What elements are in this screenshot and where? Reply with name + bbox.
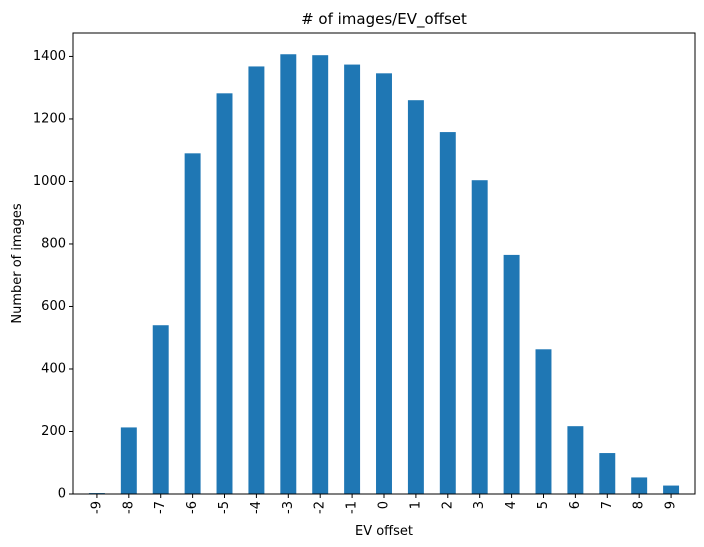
plot-frame <box>72 32 696 495</box>
bar--5 <box>216 93 233 494</box>
x-tick-label: -3 <box>281 501 296 514</box>
y-tick-label: 0 <box>58 487 66 502</box>
x-tick-label: -1 <box>345 501 360 514</box>
x-tick-label: 7 <box>600 501 615 509</box>
x-axis-ticks: -9 -8 -7 -6 -5 -4 -3 -2 -1 0 1 2 3 4 5 6 7 8 9 <box>89 494 679 514</box>
bars-group <box>88 54 680 495</box>
bar--7 <box>152 325 169 494</box>
x-tick-label: -2 <box>313 501 328 514</box>
y-tick-label: 200 <box>41 424 66 439</box>
y-tick-label: 1400 <box>33 49 66 64</box>
bar--4 <box>248 66 265 495</box>
bar--6 <box>184 153 201 495</box>
x-axis-label: EV offset <box>355 524 413 539</box>
bar-7 <box>599 453 616 494</box>
bar-1 <box>407 100 424 495</box>
x-tick-label: 6 <box>568 501 583 509</box>
y-axis-ticks: 0 200 400 600 800 1000 1200 1400 <box>33 49 73 502</box>
x-tick-label: -9 <box>89 501 104 514</box>
bar-8 <box>631 477 648 494</box>
y-tick-label: 1000 <box>33 174 66 189</box>
x-tick-label: 4 <box>504 501 519 509</box>
y-tick-label: 600 <box>41 299 66 314</box>
bar-0 <box>376 73 392 494</box>
bar-4 <box>503 254 520 494</box>
bar-6 <box>567 426 584 494</box>
x-tick-label: -4 <box>249 501 264 514</box>
x-tick-label: 9 <box>664 501 679 509</box>
y-axis-label: Number of images <box>10 203 25 324</box>
x-tick-label: 1 <box>408 501 423 509</box>
x-tick-label: -6 <box>185 501 200 514</box>
y-tick-label: 400 <box>41 361 66 376</box>
y-tick-label: 1200 <box>33 111 66 126</box>
y-tick-label: 800 <box>41 236 66 251</box>
bar--2 <box>312 55 329 494</box>
x-tick-label: 3 <box>472 501 487 509</box>
x-tick-label: 5 <box>536 501 551 509</box>
bar--1 <box>344 64 361 495</box>
x-tick-label: 0 <box>377 501 392 509</box>
x-tick-label: -5 <box>217 501 232 514</box>
bar-5 <box>535 349 552 494</box>
x-tick-label: -7 <box>153 501 168 514</box>
bar-3 <box>471 180 488 494</box>
x-tick-label: -8 <box>121 501 136 514</box>
chart-title: # of images/EV_offset <box>301 10 467 29</box>
bar-2 <box>439 132 456 494</box>
x-tick-label: 8 <box>632 501 647 509</box>
x-tick-label: 2 <box>440 501 455 509</box>
bar--8 <box>120 427 137 494</box>
bar--3 <box>280 54 297 495</box>
bar-9 <box>663 485 680 494</box>
